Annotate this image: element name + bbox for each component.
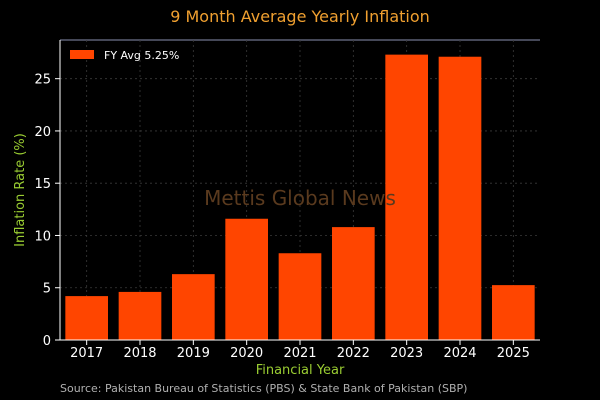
x-tick-label: 2018 [123,346,156,361]
chart-title: 9 Month Average Yearly Inflation [170,7,430,26]
bar-2017 [65,296,108,340]
y-tick-label: 10 [34,229,51,244]
x-tick-label: 2023 [390,346,423,361]
bars [65,54,535,341]
y-tick-label: 25 [34,73,51,88]
bar-2023 [385,54,428,340]
bar-2019 [172,274,215,340]
y-axis-label: Inflation Rate (%) [13,133,28,247]
bar-2022 [332,227,375,340]
x-axis-label: Financial Year [256,363,345,378]
y-tick-label: 0 [43,334,51,349]
source-note: Source: Pakistan Bureau of Statistics (P… [60,382,467,395]
x-tick-label: 2025 [497,346,530,361]
bar-2025 [492,285,535,340]
x-tick-label: 2020 [230,346,263,361]
legend-swatch [70,50,94,59]
x-tick-label: 2019 [177,346,210,361]
y-tick-label: 5 [43,282,51,297]
x-tick-label: 2021 [283,346,316,361]
x-tick-label: 2017 [70,346,103,361]
bar-2018 [118,291,162,340]
y-tick-label: 15 [34,177,51,192]
x-tick-label: 2024 [443,346,476,361]
bar-2024 [438,56,482,341]
watermark: Mettis Global News [204,186,396,210]
x-tick-label: 2022 [337,346,370,361]
bar-2020 [225,218,268,340]
y-tick-label: 20 [34,125,51,140]
legend: FY Avg 5.25% [70,49,179,62]
legend-label: FY Avg 5.25% [104,49,179,62]
bar-2021 [278,253,322,340]
